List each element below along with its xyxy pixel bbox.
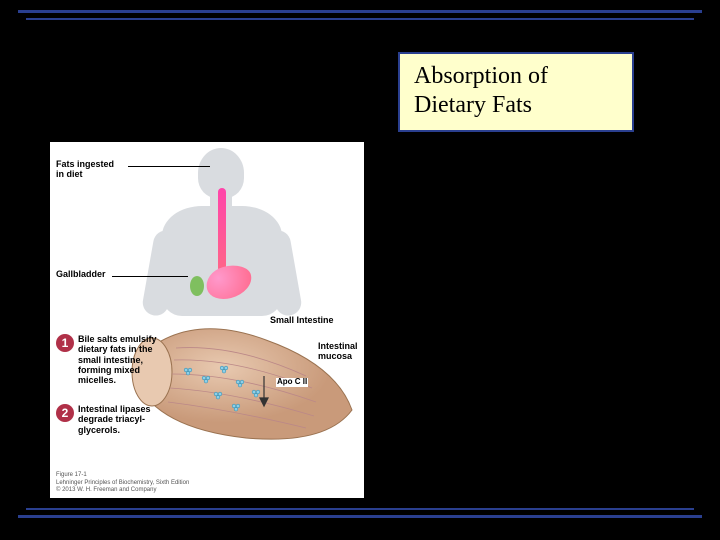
leader-line xyxy=(112,276,188,277)
step-desc-1: Bile salts emulsify dietary fats in the … xyxy=(78,334,168,386)
label-fats-ingested: Fats ingested in diet xyxy=(56,160,134,180)
step-text-block: Step 1: emulsification by bile salts and… xyxy=(388,170,678,287)
step-heading: Step 1: xyxy=(388,170,678,199)
esophagus xyxy=(218,188,226,272)
human-torso xyxy=(148,148,298,320)
anatomy-diagram: Fats ingested in diet Gallbladder Small … xyxy=(50,142,364,498)
step-desc-2: Intestinal lipases degrade triacyl-glyce… xyxy=(78,404,168,435)
step-body: emulsification by bile salts and hydroly… xyxy=(388,199,678,287)
figure-caption: Figure 17-1 Lehninger Principles of Bioc… xyxy=(56,472,189,494)
step-badge-1: 1 xyxy=(56,334,74,352)
gallbladder xyxy=(190,276,204,296)
title-box: Absorption of Dietary Fats xyxy=(398,52,634,132)
leader-line xyxy=(128,166,210,167)
label-gallbladder: Gallbladder xyxy=(56,270,106,280)
slide-title: Absorption of Dietary Fats xyxy=(414,62,618,120)
label-apoc: Apo C II xyxy=(276,378,308,387)
step-badge-2: 2 xyxy=(56,404,74,422)
